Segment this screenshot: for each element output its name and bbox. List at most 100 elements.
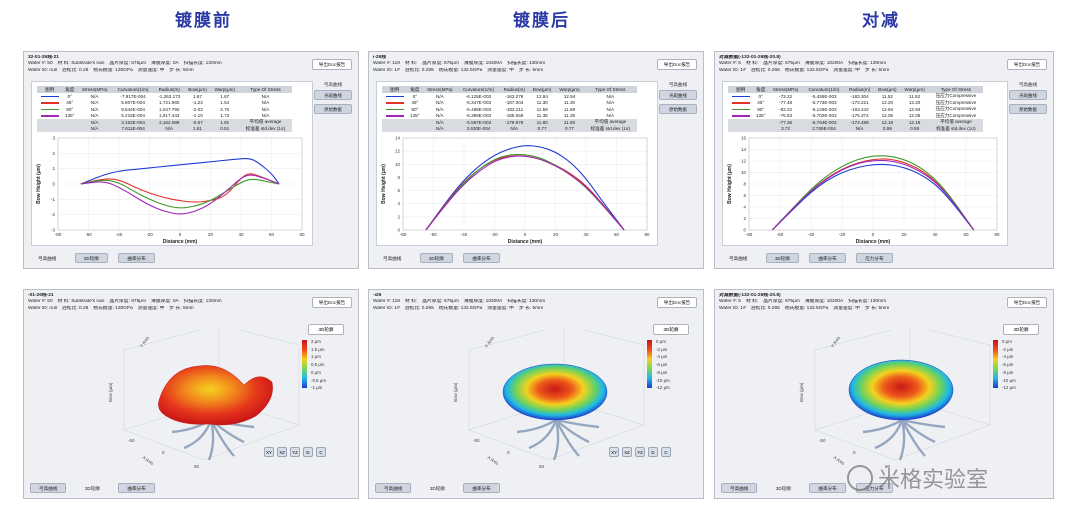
tab-curvature[interactable]: 曲率分布 [118,483,155,493]
series-line-0deg [80,157,280,185]
table-cell: 标准差 std.dev (1σ) [239,125,292,132]
table-cell: 1,917.443 [159,113,180,119]
info-field: 对减数据(-132-01-26线-20.8) [719,55,781,60]
tab-bow-curve[interactable]: 弓高曲线 [30,483,67,493]
table-cell: 9.544E-004 [121,106,145,112]
info-field: 步 长: 5mm [518,305,544,311]
table-cell: -182.211 [505,106,524,112]
wafer-3d-surface: X Axis Y Axis Bow (μm) -50 0 50 [453,330,652,469]
tab-curvature[interactable]: 曲率分布 [463,483,500,493]
y-axis-label: Bow Height (μm) [381,164,387,204]
info-field: 扫描长度: 130mm [183,61,222,67]
table-cell: N/A [606,113,615,119]
tab-bow-curve[interactable]: 弓高曲线 [729,256,748,261]
view-yz-button[interactable]: YZ [635,447,645,457]
panel-diff-curve: 对减数据(-132-01-26线-20.8) Wafer #: 5 材 料: 晶片厚度… [714,51,1054,269]
3d-profile-button[interactable]: 3D轮廓 [1003,324,1039,335]
column-header: Stress(MPa) [768,86,804,93]
colorbar-labels: 0 μm -2 μm -4 μm -6 μm -8 μm -10 μm -12 μm [656,338,686,392]
info-field: 杨氏模量: 130GPa [93,305,133,311]
view-xz-button[interactable]: XZ [277,447,287,457]
info-field: Wafer #: 50 [28,299,53,305]
export-doc-button[interactable]: 导出Doc报告 [657,59,697,70]
tab-bow-curve[interactable]: 弓高曲线 [383,256,402,261]
y-axis-label: Y Axis [139,335,151,349]
tab-curvature[interactable]: 曲率分布 [118,253,155,263]
table-cell: 1,721.960 [159,100,180,106]
view-yz-button[interactable]: YZ [290,447,300,457]
view-xy-button[interactable]: XY [264,447,274,457]
tab-3d-profile[interactable]: 3D轮廓 [84,486,100,491]
view-c-button[interactable]: C [661,447,671,457]
tab-bow-curve[interactable]: 弓高曲线 [375,483,412,493]
axis-tick: 0 [507,450,510,455]
view-c-button[interactable]: C [316,447,326,457]
tab-3d-profile[interactable]: 3D轮廓 [765,253,799,263]
info-row: 32-01-26线-21 [28,55,298,61]
export-doc-button[interactable]: 导出Doc报告 [657,297,697,308]
table-row: 0° N/A -6.125E-003 -163.276 12.94 12.94 N/A [382,93,637,100]
table-cell: N/A [261,93,270,99]
3d-profile-button[interactable]: 3D轮廓 [308,324,344,335]
info-row: 对减数据(-132-01-26线-20.8) [719,293,993,299]
table-cell: 11.38 [563,113,576,119]
summary-row: N/A 3.630E-004 N/A 0.77 0.77 标准差 std.dev (1σ) [382,125,637,132]
spot-curve-button[interactable]: 光斑曲线 [314,90,352,100]
legend-cell [728,93,753,100]
raw-data-button[interactable]: 原始数据 [659,104,697,114]
tab-curvature[interactable]: 曲率分布 [463,253,500,263]
table-cell: 2.70 [220,106,230,112]
export-doc-button[interactable]: 导出Doc报告 [312,59,352,70]
tab-curvature[interactable]: 曲率分布 [809,253,846,263]
export-doc-button[interactable]: 导出Doc报告 [312,297,352,308]
info-field: Wafer ID: null [28,305,57,311]
y-tick-label: 2 [743,216,746,221]
table-cell: N/A [844,125,875,132]
x-tick-label: 60 [269,232,275,237]
tab-stress[interactable]: 应力分布 [856,253,893,263]
y-tick-label: 4 [743,205,746,210]
table-cell: N/A [261,100,270,106]
table-cell: 11.38 [536,113,548,119]
3d-profile-button[interactable]: 3D轮廓 [653,324,689,335]
tab-curvature[interactable]: 曲率分布 [809,483,846,493]
raw-data-button[interactable]: 原始数据 [1009,104,1047,114]
table-cell: N/A [90,113,99,119]
x-tick-label: 20 [901,232,907,237]
colorbar-tick: 2 μm [311,339,321,344]
table-cell: N/A [90,106,99,112]
tab-bow-curve[interactable]: 弓高曲线 [721,483,758,493]
y-tick-label: 4 [397,201,400,206]
tab-3d-profile[interactable]: 3D轮廓 [419,253,453,263]
view-xz-button[interactable]: XZ [622,447,632,457]
info-field: 泊松比: 0.28 [61,305,89,311]
table-cell: -1,263.173 [158,93,181,99]
legend-cell [382,100,408,107]
info-field: 薄膜厚度: 10200Å [804,61,844,67]
view-d-button[interactable]: D [648,447,658,457]
tab-3d-profile[interactable]: 3D轮廓 [775,486,791,491]
export-doc-button[interactable]: 导出Doc报告 [1007,297,1047,308]
view-d-button[interactable]: D [303,447,313,457]
x-tick-label: 20 [208,232,214,237]
tab-bow-curve[interactable]: 弓高曲线 [38,256,57,261]
table-cell: N/A [77,119,113,126]
spot-curve-button[interactable]: 光斑曲线 [659,90,697,100]
table-cell: -163.276 [505,93,524,99]
table-cell: 11.80 [529,119,556,126]
spot-curve-button[interactable]: 光斑曲线 [1009,90,1047,100]
tab-3d-profile[interactable]: 3D轮廓 [429,486,445,491]
table-cell: N/A [606,106,615,112]
colorbar-tick: -4 μm [1002,354,1014,360]
view-xy-button[interactable]: XY [609,447,619,457]
chart-area: 图例 角度 Stress(MPa) Curvature(1/m) Radius(m) Bo… [31,81,313,246]
raw-data-button[interactable]: 原始数据 [314,104,352,114]
export-doc-button[interactable]: 导出Doc报告 [1007,59,1047,70]
info-field: 泊松比: 0.28 [61,67,89,73]
view-buttons: XY XZ YZ D C [264,441,329,459]
wafer-info: 对减数据(-132-01-26线-20.8) Wafer #: 5 材 料: 晶片厚度… [719,55,993,74]
tab-3d-profile[interactable]: 3D轮廓 [74,253,108,263]
info-field: 泊松比: 0.265 [404,67,434,73]
tab-bar: 弓高曲线 3D轮廓 曲率分布 [30,247,161,265]
colorbar-tick: -2 μm [1002,346,1014,352]
